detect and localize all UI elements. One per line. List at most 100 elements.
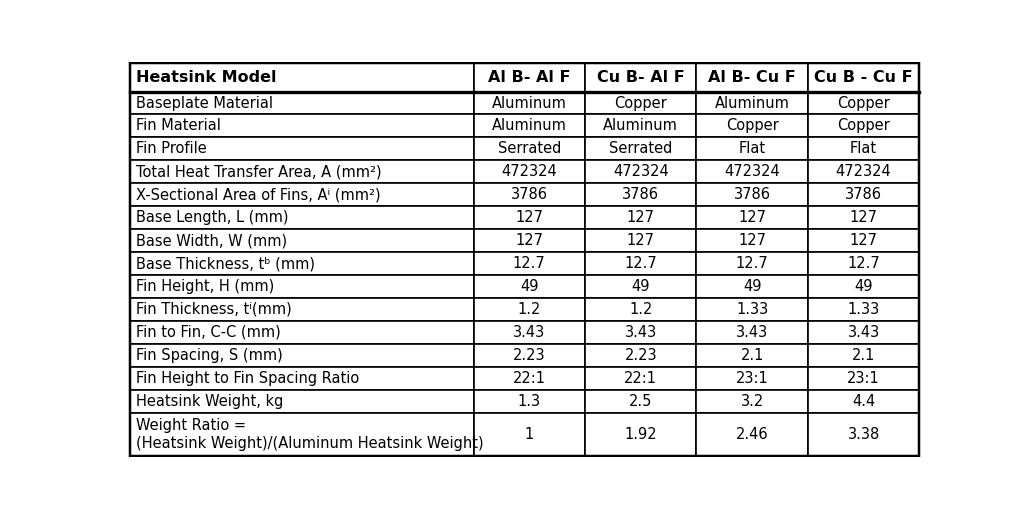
Text: 49: 49 — [632, 279, 650, 294]
Bar — [130, 183, 473, 206]
Text: 23:1: 23:1 — [736, 371, 769, 386]
Bar — [130, 115, 473, 137]
Text: Serrated: Serrated — [498, 141, 561, 156]
Bar — [696, 275, 808, 298]
Bar — [585, 229, 696, 252]
Bar — [696, 63, 808, 91]
Text: 23:1: 23:1 — [847, 371, 880, 386]
Bar — [130, 390, 473, 413]
Text: 12.7: 12.7 — [513, 256, 546, 271]
Text: Weight Ratio =
(Heatsink Weight)/(Aluminum Heatsink Weight): Weight Ratio = (Heatsink Weight)/(Alumin… — [136, 418, 483, 451]
Bar — [130, 252, 473, 275]
Bar — [808, 91, 920, 115]
Text: 3.43: 3.43 — [513, 325, 546, 340]
Text: 3.38: 3.38 — [848, 427, 880, 442]
Text: 472324: 472324 — [502, 164, 557, 179]
Bar — [585, 206, 696, 229]
Text: 22:1: 22:1 — [513, 371, 546, 386]
Text: 472324: 472324 — [724, 164, 780, 179]
Bar — [473, 183, 585, 206]
Text: 127: 127 — [850, 233, 878, 248]
Bar — [473, 63, 585, 91]
Bar — [473, 137, 585, 160]
Bar — [473, 115, 585, 137]
Bar — [473, 298, 585, 321]
Text: 2.46: 2.46 — [736, 427, 768, 442]
Bar — [808, 160, 920, 183]
Text: Serrated: Serrated — [609, 141, 673, 156]
Bar — [808, 252, 920, 275]
Bar — [585, 344, 696, 367]
Text: 1.33: 1.33 — [736, 302, 768, 317]
Bar — [130, 321, 473, 344]
Text: Copper: Copper — [838, 118, 890, 134]
Text: Copper: Copper — [726, 118, 778, 134]
Bar — [696, 321, 808, 344]
Bar — [473, 91, 585, 115]
Text: 22:1: 22:1 — [625, 371, 657, 386]
Bar — [585, 91, 696, 115]
Text: 3786: 3786 — [845, 187, 882, 203]
Bar — [130, 137, 473, 160]
Bar — [130, 413, 473, 456]
Text: 2.5: 2.5 — [629, 394, 652, 409]
Bar — [808, 183, 920, 206]
Text: 2.1: 2.1 — [852, 348, 876, 363]
Bar — [585, 183, 696, 206]
Bar — [585, 252, 696, 275]
Text: 2.1: 2.1 — [740, 348, 764, 363]
Bar — [585, 413, 696, 456]
Text: 49: 49 — [854, 279, 872, 294]
Bar — [473, 275, 585, 298]
Text: Cu B- Al F: Cu B- Al F — [597, 70, 685, 85]
Bar — [808, 344, 920, 367]
Text: Copper: Copper — [838, 96, 890, 111]
Bar — [696, 390, 808, 413]
Bar — [585, 367, 696, 390]
Bar — [585, 275, 696, 298]
Text: 3786: 3786 — [511, 187, 548, 203]
Text: Aluminum: Aluminum — [492, 118, 566, 134]
Text: 12.7: 12.7 — [625, 256, 657, 271]
Text: Base Thickness, tᵇ (mm): Base Thickness, tᵇ (mm) — [136, 256, 315, 271]
Bar — [808, 298, 920, 321]
Bar — [473, 367, 585, 390]
Bar — [808, 229, 920, 252]
Bar — [130, 344, 473, 367]
Text: Flat: Flat — [738, 141, 766, 156]
Bar — [585, 321, 696, 344]
Text: 1.2: 1.2 — [629, 302, 652, 317]
Bar — [696, 115, 808, 137]
Text: Cu B - Cu F: Cu B - Cu F — [814, 70, 913, 85]
Bar — [130, 367, 473, 390]
Text: Heatsink Weight, kg: Heatsink Weight, kg — [136, 394, 284, 409]
Bar — [473, 390, 585, 413]
Text: Fin Spacing, S (mm): Fin Spacing, S (mm) — [136, 348, 283, 363]
Text: Fin Height, H (mm): Fin Height, H (mm) — [136, 279, 274, 294]
Bar — [585, 390, 696, 413]
Text: 4.4: 4.4 — [852, 394, 876, 409]
Text: 127: 127 — [850, 210, 878, 225]
Text: Flat: Flat — [850, 141, 878, 156]
Text: 49: 49 — [520, 279, 539, 294]
Text: 1.2: 1.2 — [517, 302, 541, 317]
Text: 2.23: 2.23 — [513, 348, 546, 363]
Bar — [585, 298, 696, 321]
Text: 1.92: 1.92 — [625, 427, 657, 442]
Bar — [473, 321, 585, 344]
Bar — [130, 160, 473, 183]
Text: 127: 127 — [738, 233, 766, 248]
Bar — [696, 137, 808, 160]
Bar — [130, 275, 473, 298]
Bar — [808, 115, 920, 137]
Text: Aluminum: Aluminum — [715, 96, 790, 111]
Bar — [585, 115, 696, 137]
Text: 3.43: 3.43 — [848, 325, 880, 340]
Bar — [696, 229, 808, 252]
Bar — [808, 367, 920, 390]
Text: 127: 127 — [515, 210, 544, 225]
Text: X-Sectional Area of Fins, Aⁱ (mm²): X-Sectional Area of Fins, Aⁱ (mm²) — [136, 187, 381, 203]
Bar — [130, 91, 473, 115]
Text: Fin Material: Fin Material — [136, 118, 221, 134]
Bar — [696, 160, 808, 183]
